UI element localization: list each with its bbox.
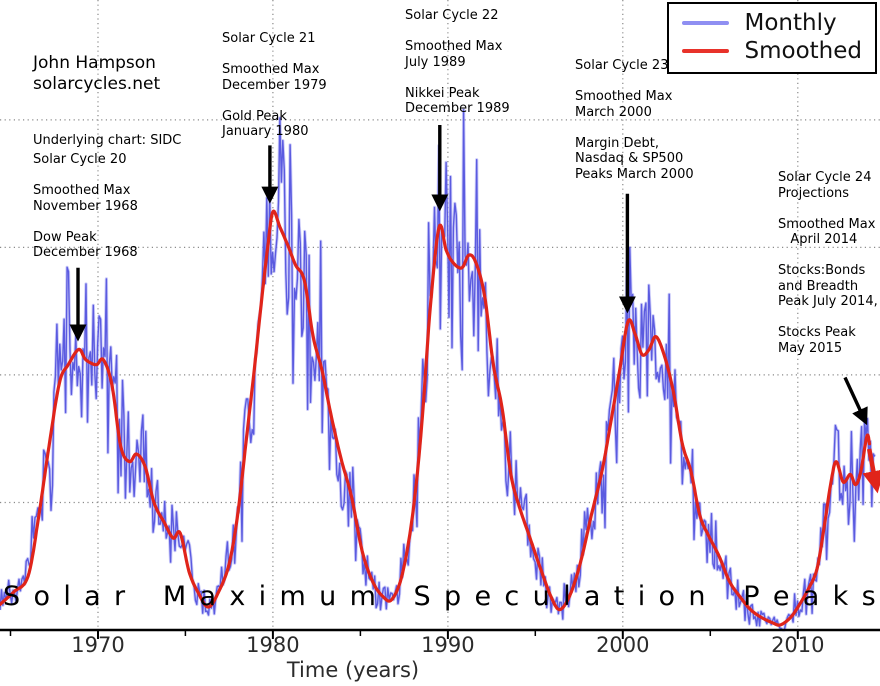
banner-letter: n [688, 581, 706, 612]
banner-letter: i [258, 581, 267, 612]
smoothed-projection-arrow [862, 448, 880, 494]
chart-source: Underlying chart: SIDC [33, 133, 182, 148]
chart-legend: Monthly Smoothed [666, 2, 877, 74]
banner-letter [138, 581, 149, 612]
banner-letter: p [444, 581, 462, 612]
smoothed-series-line [0, 209, 872, 627]
legend-label-smoothed: Smoothed [744, 38, 863, 64]
annotation-solar-cycle-24: Solar Cycle 24 Projections Smoothed Max … [778, 170, 878, 356]
author-site: solarcycles.net [33, 74, 161, 94]
x-tick-label-1990: 1990 [421, 633, 475, 657]
banner-letter: c [504, 581, 520, 612]
banner-letter: a [583, 581, 601, 612]
legend-entry-smoothed: Smoothed [681, 37, 863, 65]
banner-letter: u [319, 581, 337, 612]
annotation-solar-cycle-23: Solar Cycle 23 Smoothed Max March 2000 M… [575, 58, 694, 182]
smoothed-line-swatch [681, 49, 729, 53]
banner-letter: u [532, 581, 550, 612]
banner-letter: e [772, 581, 790, 612]
annotation-solar-cycle-20: Solar Cycle 20 Smoothed Max November 196… [33, 152, 138, 260]
banner-letter: M [162, 581, 187, 612]
author-name: John Hampson [33, 53, 156, 73]
banner-letter: P [743, 581, 760, 612]
monthly-series-line [0, 109, 876, 631]
x-tick-label-2010: 2010 [771, 633, 825, 657]
annotation-solar-cycle-22: Solar Cycle 22 Smoothed Max July 1989 Ni… [405, 8, 510, 116]
banner-letter: m [279, 581, 306, 612]
monthly-line-swatch [681, 21, 729, 25]
banner-letter: k [832, 581, 849, 612]
legend-label-monthly: Monthly [744, 10, 837, 36]
banner-letter: a [84, 581, 101, 612]
banner-letter: e [474, 581, 492, 612]
author-name-and-site: John Hampson solarcycles.net [33, 53, 181, 95]
banner-letter: l [63, 581, 71, 612]
chart-credit: John Hampson solarcycles.net Underlying c… [33, 22, 181, 180]
x-tick-label-2000: 2000 [596, 633, 650, 657]
banner-letter: a [802, 581, 820, 612]
banner-letter: t [613, 581, 625, 612]
banner-letter: s [861, 581, 876, 612]
annotation-solar-cycle-21: Solar Cycle 21 Smoothed Max December 197… [222, 31, 327, 139]
banner-letter [719, 581, 730, 612]
banner-letter: o [658, 581, 676, 612]
banner-letter: i [637, 581, 646, 612]
banner-letter: m [349, 581, 376, 612]
banner-letter: S [413, 581, 431, 612]
banner-letter: l [563, 581, 571, 612]
banner-letter [389, 581, 400, 612]
banner-letter: a [199, 581, 216, 612]
banner-letter: S [3, 581, 21, 612]
banner-letter: r [114, 581, 126, 612]
banner-letter: x [229, 581, 246, 612]
x-axis-label: Time (years) [286, 658, 420, 682]
legend-entry-monthly: Monthly [681, 9, 863, 37]
x-tick-label-1970: 1970 [71, 633, 125, 657]
banner-letter: o [33, 581, 50, 612]
x-tick-label-1980: 1980 [246, 633, 300, 657]
sc24-arrow [843, 376, 868, 426]
